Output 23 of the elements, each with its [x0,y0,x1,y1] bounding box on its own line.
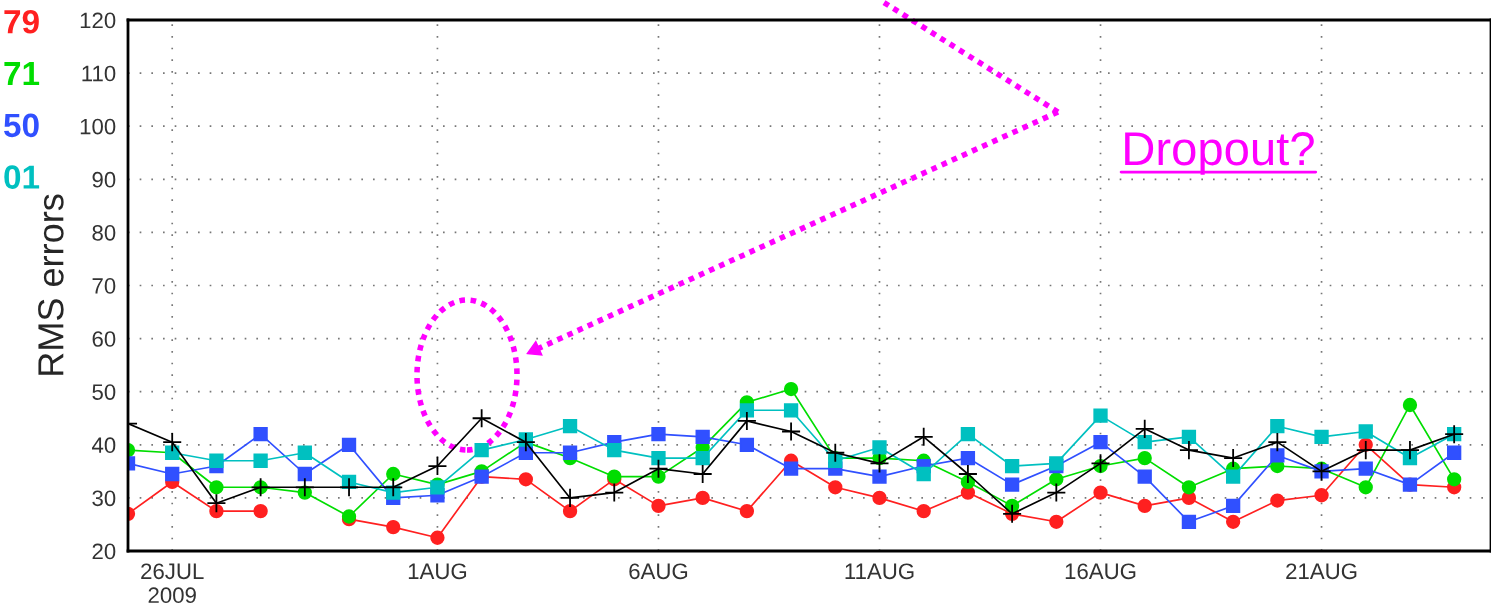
y-tick-label: 80 [92,224,116,241]
y-tick-label: 110 [82,65,116,82]
x-tick-label: 21AUG [1286,563,1357,580]
y-tick-label: 60 [92,331,116,347]
text: 71 [4,62,40,86]
y-tick-label: 50 [92,384,116,400]
x-tick-label: 16AUG [1065,563,1136,580]
x-tick-label: 6AUG [629,563,688,580]
y-tick-label: 100 [80,118,116,135]
text: 79 [4,10,39,34]
y-tick-label: 30 [92,490,116,507]
annotation: Dropout? [1125,131,1314,175]
x-tick-label: 11AUG [845,563,914,580]
y-tick-label: 120 [80,12,116,29]
y-tick-label: 70 [92,278,116,294]
x-tick-label: 1AUG [408,563,467,580]
text: 01 [4,165,40,189]
y-tick-label: 20 [92,543,116,560]
y-axis-title: RMS errors [38,194,64,375]
y-tick-label: 90 [92,171,116,188]
x-tick-label: 26JUL 2009 [141,563,204,604]
y-tick-label: 40 [91,437,116,454]
text: 50 [4,113,39,138]
